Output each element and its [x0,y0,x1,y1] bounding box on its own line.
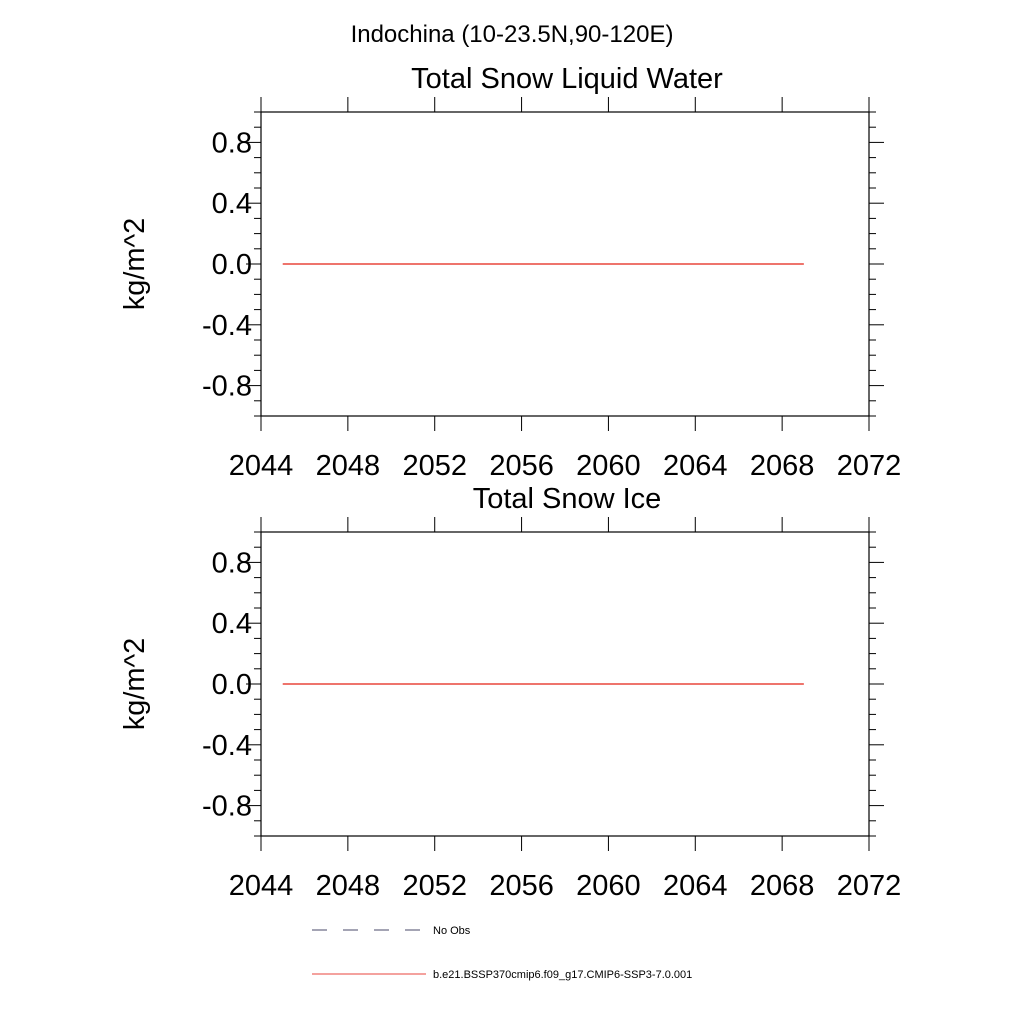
y-tick-label: 0.8 [212,127,252,159]
x-tick-label: 2064 [663,870,728,902]
chart-panel: Total Snow Ice 2044 2048 2052 2056 2060 2064 20… [119,483,901,902]
legend-item: b.e21.BSSP370cmip6.f09_g17.CMIP6-SSP3-7.… [312,969,692,981]
y-tick-label: 0.0 [212,249,252,281]
y-axis-label: kg/m^2 [119,638,151,731]
y-tick-label: -0.8 [202,791,252,823]
chart-panel: Total Snow Liquid Water 2044 2048 2052 2056 2… [119,63,901,482]
y-tick-label: -0.4 [202,310,252,342]
x-tick-label: 2060 [576,870,641,902]
x-tick-label: 2052 [402,450,467,482]
legend: No Obs b.e21.BSSP370cmip6.f09_g17.CMIP6-S… [312,925,692,981]
x-tick-label: 2044 [229,870,294,902]
y-tick-label: 0.4 [212,608,252,640]
x-tick-label: 2068 [750,870,815,902]
y-tick-label: -0.8 [202,371,252,403]
x-tick-label: 2048 [316,450,381,482]
y-axis-label: kg/m^2 [119,218,151,311]
x-tick-label: 2072 [837,870,902,902]
x-tick-label: 2064 [663,450,728,482]
x-tick-label: 2052 [402,870,467,902]
x-tick-label: 2056 [489,450,554,482]
legend-label: No Obs [433,925,471,937]
legend-item: No Obs [312,925,471,937]
y-tick-label: 0.8 [212,547,252,579]
x-tick-label: 2056 [489,870,554,902]
x-tick-label: 2044 [229,450,294,482]
panel-title: Total Snow Liquid Water [411,63,723,95]
legend-label: b.e21.BSSP370cmip6.f09_g17.CMIP6-SSP3-7.… [433,969,692,981]
x-tick-label: 2068 [750,450,815,482]
x-tick-label: 2048 [316,870,381,902]
panel-title: Total Snow Ice [473,483,662,515]
y-tick-label: 0.0 [212,669,252,701]
y-tick-label: 0.4 [212,188,252,220]
x-tick-label: 2060 [576,450,641,482]
y-tick-label: -0.4 [202,730,252,762]
x-tick-label: 2072 [837,450,902,482]
figure-title: Indochina (10-23.5N,90-120E) [351,21,674,48]
